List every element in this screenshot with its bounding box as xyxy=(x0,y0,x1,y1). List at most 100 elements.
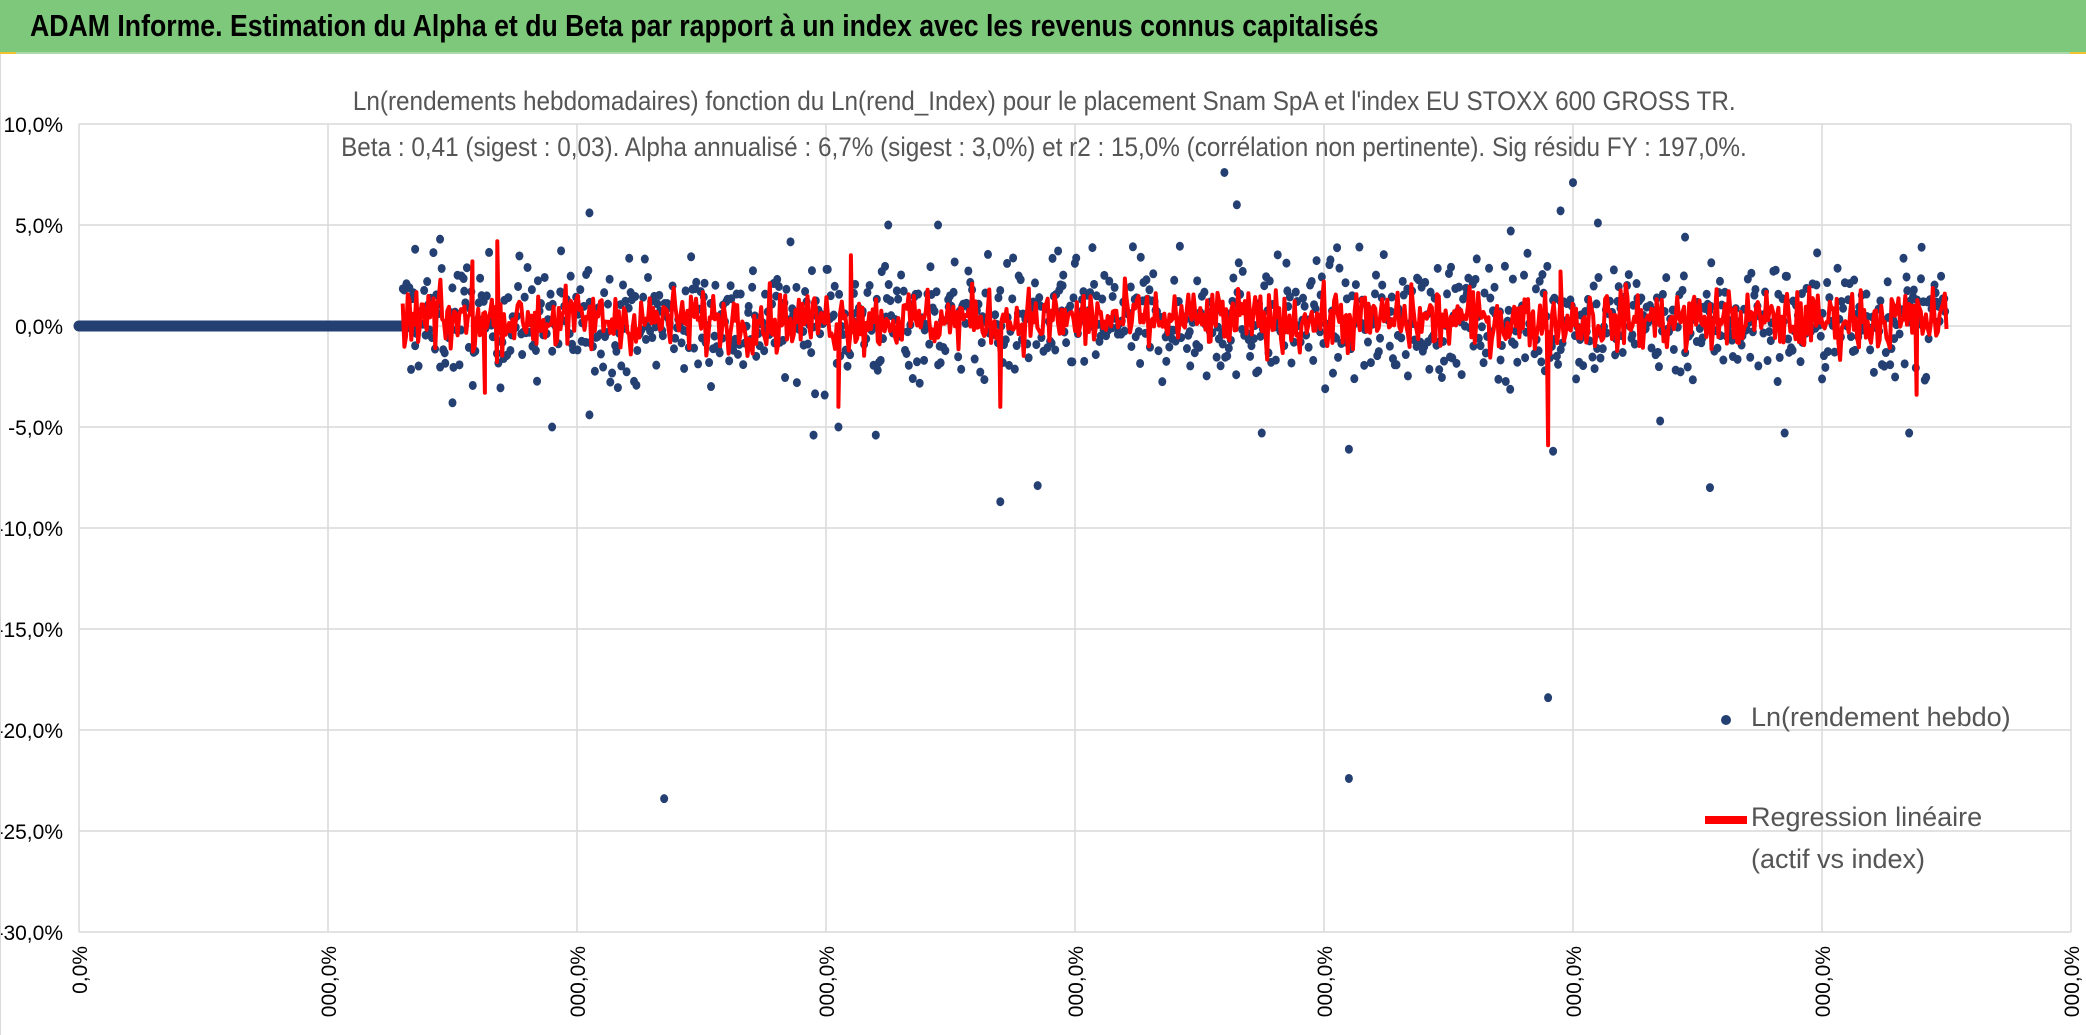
return-point xyxy=(1552,351,1561,361)
return-point xyxy=(1010,364,1019,374)
outlier-point xyxy=(1544,693,1553,703)
return-point xyxy=(681,286,690,296)
return-point xyxy=(980,375,989,385)
return-point xyxy=(533,276,542,286)
return-point xyxy=(782,284,791,294)
return-point xyxy=(1472,254,1481,264)
return-point xyxy=(941,346,950,356)
outlier-point xyxy=(834,422,843,432)
x-tick-label: 000,0% xyxy=(2061,946,2084,1017)
return-point xyxy=(1016,275,1025,285)
return-point xyxy=(1784,334,1793,344)
return-point xyxy=(640,254,649,264)
chart-svg: 10,0% 5,0% 0,0% -5,0% -10,0% -15,0% -20,0% -25,… xyxy=(1,114,2084,1017)
return-point xyxy=(1379,250,1388,260)
return-point xyxy=(1765,327,1774,337)
return-point xyxy=(1480,288,1489,298)
return-point xyxy=(705,358,714,368)
x-tick-label: 000,0% xyxy=(1563,946,1586,1017)
return-point xyxy=(1521,353,1530,363)
return-point xyxy=(1145,285,1154,295)
return-point xyxy=(1035,293,1044,303)
return-point xyxy=(1446,262,1455,272)
outlier-point xyxy=(1257,428,1266,438)
return-point xyxy=(1866,345,1875,355)
report-header: ADAM Informe. Estimation du Alpha et du … xyxy=(0,0,2086,54)
return-point xyxy=(908,374,917,384)
return-point xyxy=(1733,354,1742,364)
return-point xyxy=(726,281,735,291)
return-point xyxy=(653,299,662,309)
y-tick-label: -20,0% xyxy=(1,720,63,743)
return-point xyxy=(715,348,724,358)
return-point xyxy=(820,390,829,400)
return-point xyxy=(1341,278,1350,288)
return-point xyxy=(1523,248,1532,258)
return-point xyxy=(760,346,769,356)
return-point xyxy=(622,367,631,377)
return-point xyxy=(1304,342,1313,352)
return-point xyxy=(710,331,719,341)
return-point xyxy=(1816,331,1825,341)
return-point xyxy=(1108,291,1117,301)
return-point xyxy=(1520,270,1529,280)
return-point xyxy=(1105,276,1114,286)
return-point xyxy=(1062,338,1071,348)
return-point xyxy=(1273,250,1282,260)
return-point xyxy=(1086,288,1095,298)
legend-marker-scatter xyxy=(1721,715,1731,725)
return-point xyxy=(1170,275,1179,285)
return-point xyxy=(1260,281,1269,291)
outlier-point xyxy=(884,220,893,230)
return-point xyxy=(912,357,921,367)
legend-label-regression-2: (actif vs index) xyxy=(1751,844,1926,874)
return-point xyxy=(1182,344,1191,354)
return-point xyxy=(625,253,634,263)
return-point xyxy=(1618,347,1627,357)
return-point xyxy=(523,262,532,272)
return-point xyxy=(1594,273,1603,283)
x-tick-label: 000,0% xyxy=(1065,946,1088,1017)
return-point xyxy=(1658,289,1667,299)
regression-layer xyxy=(400,239,1949,448)
return-point xyxy=(835,289,844,299)
return-point xyxy=(823,264,832,274)
return-point xyxy=(1392,360,1401,370)
return-point xyxy=(1287,358,1296,368)
y-tick-label: -15,0% xyxy=(1,619,63,642)
return-point xyxy=(1378,280,1387,290)
return-point xyxy=(669,344,678,354)
return-point xyxy=(1185,327,1194,337)
return-point xyxy=(533,376,542,386)
return-point xyxy=(1589,281,1598,291)
return-point xyxy=(1309,355,1318,365)
return-point xyxy=(1818,374,1827,384)
return-point xyxy=(792,378,801,388)
return-point xyxy=(1091,350,1100,360)
return-point xyxy=(1837,297,1846,307)
return-point xyxy=(1335,263,1344,273)
return-point xyxy=(1307,276,1316,286)
return-point xyxy=(687,252,696,262)
return-point xyxy=(904,360,913,370)
return-point xyxy=(970,354,979,364)
return-point xyxy=(902,348,911,358)
return-point xyxy=(1072,253,1081,263)
outlier-point xyxy=(1344,444,1353,454)
return-point xyxy=(994,293,1003,303)
return-point xyxy=(1048,253,1057,263)
return-point xyxy=(1069,293,1078,303)
return-point xyxy=(807,348,816,358)
return-point xyxy=(520,292,529,302)
x-tick-label: 000,0% xyxy=(816,946,839,1017)
return-point xyxy=(884,280,893,290)
return-point xyxy=(1247,341,1256,351)
return-point xyxy=(1501,376,1510,386)
return-point xyxy=(1788,345,1797,355)
return-point xyxy=(506,345,515,355)
return-point xyxy=(1254,366,1263,376)
return-point xyxy=(1443,289,1452,299)
return-point xyxy=(930,306,939,316)
return-point xyxy=(1924,334,1933,344)
return-point xyxy=(1360,360,1369,370)
